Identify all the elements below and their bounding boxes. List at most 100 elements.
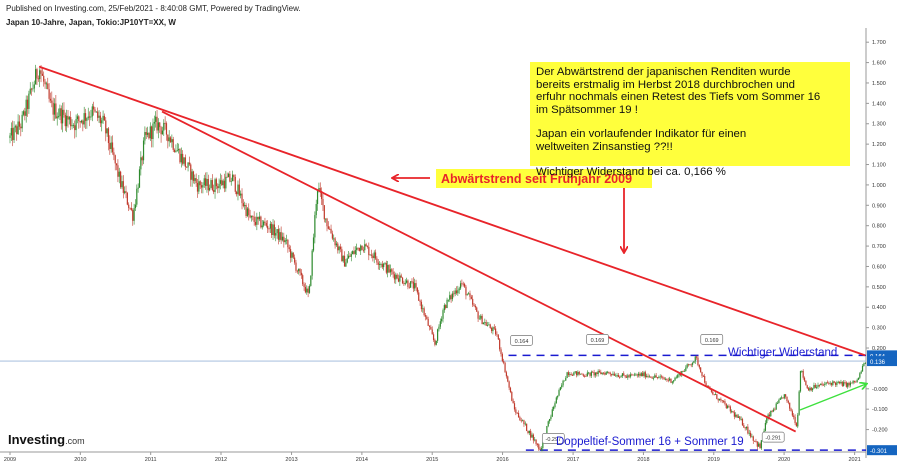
candle-body [412, 281, 414, 289]
candle-body [214, 179, 216, 192]
candle-body [843, 382, 845, 386]
candle-body [840, 381, 842, 384]
candle-body [428, 325, 431, 328]
candle-body [648, 376, 650, 378]
candle-body [539, 449, 541, 451]
candle-body [63, 109, 65, 115]
candle-body [314, 215, 316, 238]
candle-body [101, 120, 103, 124]
candle-body [727, 405, 729, 409]
x-tick-label: 2012 [215, 457, 227, 463]
candle-body [45, 83, 48, 85]
candle-body [223, 180, 226, 189]
candle-body [747, 426, 749, 434]
candle-body [633, 374, 636, 376]
candle-body [10, 128, 12, 136]
candle-body [737, 416, 740, 418]
candle-body [178, 149, 180, 151]
candle-body [822, 384, 825, 386]
candle-body [735, 414, 737, 417]
candle-body [621, 373, 624, 377]
candle-body [435, 340, 437, 345]
published-caption: Published on Investing.com, 25/Feb/2021 … [6, 4, 301, 13]
y-tick-label: 0.400 [872, 305, 886, 311]
candle-body [478, 318, 481, 320]
candle-body [515, 409, 517, 413]
candle-body [253, 216, 255, 222]
candle-body [279, 232, 281, 240]
candle-body [864, 363, 866, 365]
pivot-label: -0.291 [765, 436, 781, 442]
candle-body [319, 188, 321, 191]
candle-body [532, 434, 534, 441]
candle-body [14, 126, 16, 128]
candle-body [418, 292, 420, 301]
current-price-tag-box [867, 356, 897, 367]
candle-body [736, 414, 738, 418]
candle-body [396, 274, 398, 279]
candle-body [780, 397, 783, 399]
y-tick-label: 1.700 [872, 40, 886, 46]
candle-body [691, 363, 694, 365]
candle-body [563, 380, 566, 382]
candle-body [588, 372, 590, 374]
candle-body [30, 88, 33, 90]
candle-body [186, 166, 188, 168]
candle-body [401, 277, 404, 284]
candle-body [702, 375, 704, 377]
candle-body [461, 283, 463, 285]
candle-body [521, 420, 524, 422]
candle-body [756, 441, 758, 447]
candle-body [447, 299, 450, 301]
candle-body [623, 373, 625, 376]
x-tick-label: 2021 [849, 457, 861, 463]
candle-body [258, 216, 261, 220]
candle-body [62, 109, 64, 124]
candle-body [669, 378, 671, 381]
candle-body [654, 375, 656, 378]
candle-body [318, 188, 320, 190]
candle-body [234, 176, 236, 192]
candle-body [107, 128, 110, 144]
candle-body [492, 327, 494, 332]
candle-body [361, 245, 363, 250]
candle-body [341, 249, 343, 262]
candle-body [72, 125, 75, 127]
candle-body [280, 232, 282, 241]
candle-body [233, 174, 235, 177]
candle-body [246, 208, 249, 216]
candle-body [404, 282, 406, 285]
candle-body [558, 390, 560, 396]
current-price-tag: 0.136 [870, 360, 886, 366]
candle-body [585, 376, 587, 377]
candle-body [222, 180, 224, 186]
candle-body [437, 329, 439, 341]
candle-body [856, 379, 858, 382]
candle-body [16, 126, 18, 135]
candle-body [760, 440, 762, 449]
candle-body [275, 233, 277, 236]
candle-body [704, 376, 706, 383]
candle-body [783, 394, 785, 399]
candle-body [789, 402, 791, 409]
candle-body [366, 246, 369, 247]
candle-body [596, 372, 598, 375]
candle-body [416, 287, 418, 293]
candle-body [566, 372, 568, 379]
candle-body [698, 365, 700, 368]
candle-body [526, 423, 528, 431]
candle-body [321, 190, 323, 200]
candle-body [225, 176, 227, 189]
candle-body [686, 364, 688, 368]
candle-body [78, 116, 80, 121]
candle-body [580, 373, 582, 375]
candle-body [144, 132, 146, 141]
candle-body [188, 162, 191, 165]
candle-body [520, 420, 522, 422]
candle-body [383, 263, 385, 268]
candle-body [683, 370, 686, 372]
candle-body [380, 263, 382, 265]
candle-body [261, 225, 263, 228]
candle-body [570, 374, 572, 376]
